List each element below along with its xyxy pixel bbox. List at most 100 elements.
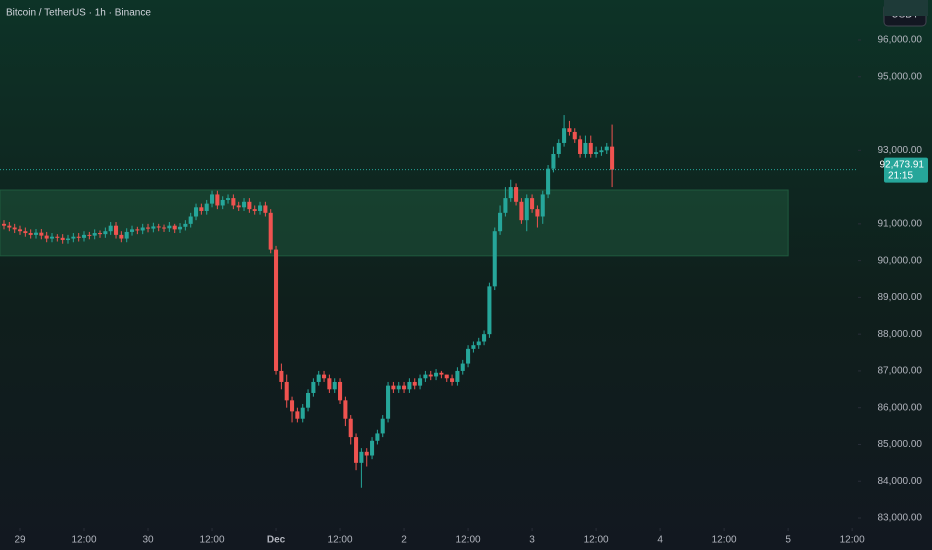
candle-body [338, 381, 343, 401]
candle-body [450, 378, 455, 382]
candle-body [210, 194, 215, 204]
candle-body [370, 440, 375, 456]
candle-body [76, 236, 81, 238]
plot-area [0, 115, 789, 488]
candle-body [418, 378, 423, 386]
candle-body [135, 229, 140, 231]
candle-body [572, 131, 577, 140]
candle-body [284, 381, 289, 401]
candle-body [300, 407, 305, 419]
x-tick-label: 29 [14, 535, 26, 546]
y-tick-label: 95,000.00 [878, 71, 923, 82]
candle-body [604, 146, 609, 151]
candle-body [466, 348, 471, 364]
candle-body [311, 381, 316, 393]
candle-body [482, 334, 487, 342]
candle-body [594, 152, 599, 154]
candle-body [263, 205, 268, 213]
candle-body [498, 212, 503, 232]
candle-body [215, 194, 220, 206]
candle-body [316, 374, 321, 382]
candle-body [119, 234, 124, 239]
candle-body [610, 146, 615, 170]
candle-body [231, 198, 236, 206]
candle-body [183, 223, 188, 227]
candle-body [274, 249, 279, 371]
x-tick-label: 30 [142, 535, 154, 546]
candle-body [113, 225, 119, 235]
x-tick-label: 12:00 [200, 535, 225, 546]
y-tick-label: 88,000.00 [878, 329, 923, 340]
candle-body [71, 236, 76, 239]
candle-body [428, 374, 433, 377]
candle-body [103, 231, 108, 235]
candle-body [39, 232, 44, 236]
candle-body [551, 153, 556, 169]
candle-body [354, 437, 359, 463]
candle-body [55, 236, 60, 238]
candle-body [1, 223, 7, 226]
candle-body [391, 385, 396, 390]
candle-body [492, 231, 497, 287]
candle-body [226, 198, 231, 200]
candle-body [514, 187, 519, 202]
candle-body [108, 225, 113, 232]
candle-body [204, 203, 209, 211]
candle-body [503, 198, 508, 213]
last-price-tag [884, 157, 928, 183]
candle-body [92, 233, 97, 236]
y-tick-label: 87,000.00 [878, 366, 923, 377]
candle-body [423, 374, 428, 379]
candle-body [12, 227, 17, 230]
candle-body [194, 207, 199, 217]
candle-body [567, 128, 572, 132]
candle-body [129, 229, 135, 232]
y-tick-label: 85,000.00 [878, 439, 923, 450]
candle-body [332, 381, 337, 390]
x-tick-label: 12:00 [456, 535, 481, 546]
candle-body [322, 374, 327, 379]
candle-body [556, 142, 561, 154]
candle-body [471, 345, 476, 349]
y-tick-label: 86,000.00 [878, 402, 923, 413]
candle-body [546, 168, 551, 195]
x-tick-label: 12:00 [328, 535, 353, 546]
candle-body [188, 216, 193, 224]
y-tick-label: 84,000.00 [878, 476, 923, 487]
x-tick-label: 2 [401, 535, 407, 546]
x-tick-label: 12:00 [71, 535, 96, 546]
x-tick-label: 4 [657, 535, 663, 546]
candle-body [252, 209, 257, 211]
candle-body [412, 381, 417, 386]
candle-body [44, 235, 49, 239]
x-tick-label: 3 [529, 535, 535, 546]
candle-body [140, 227, 145, 231]
candle-body [236, 205, 241, 208]
candle-body [439, 372, 444, 375]
candle-body [380, 418, 385, 434]
candle-body [306, 392, 311, 408]
candle-body [407, 381, 412, 390]
chart-title: Bitcoin / TetherUS · 1h · Binance [6, 8, 151, 19]
y-tick-label: 91,000.00 [878, 218, 923, 229]
candle-body [268, 212, 273, 250]
candle-body [247, 201, 252, 210]
candle-body [124, 231, 129, 239]
candle-body [60, 237, 65, 241]
candle-body [295, 411, 300, 419]
y-tick-label: 96,000.00 [878, 35, 923, 46]
candle-body [65, 238, 71, 241]
candle-body [386, 385, 391, 419]
countdown: 21:15 [888, 170, 913, 181]
candle-body [375, 433, 380, 441]
candle-body [359, 451, 364, 463]
low-tag [884, 0, 928, 16]
candle-body [588, 142, 593, 154]
candle-body [364, 451, 369, 456]
candle-body [23, 231, 28, 234]
candle-body [396, 385, 401, 390]
candle-body [562, 128, 567, 143]
candle-body [87, 234, 92, 236]
